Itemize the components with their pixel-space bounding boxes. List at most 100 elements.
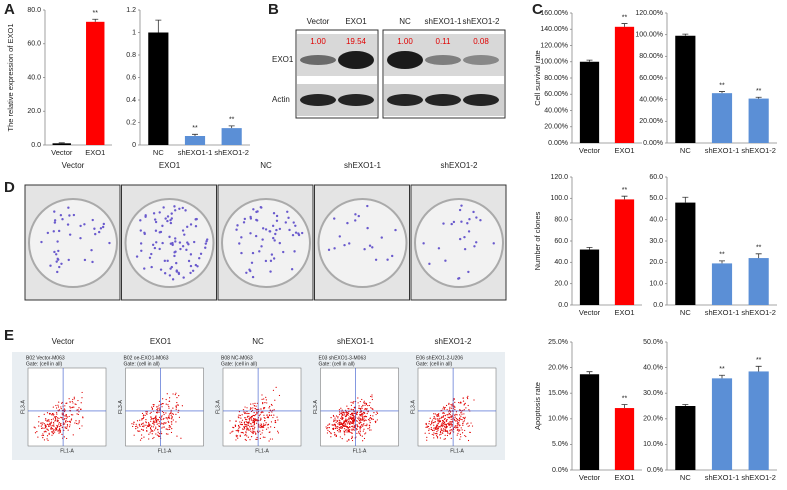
flow-event — [158, 411, 160, 413]
flow-event — [450, 416, 453, 418]
flow-event — [338, 419, 340, 421]
significance: ** — [719, 82, 725, 89]
blot-band — [425, 94, 461, 106]
colony — [186, 225, 189, 229]
flow-event — [342, 424, 344, 427]
colony — [466, 222, 469, 225]
flow-event — [262, 402, 264, 405]
flow-plot — [27, 367, 107, 447]
flow-event — [51, 431, 53, 433]
flow-event — [69, 420, 71, 423]
flow-event — [38, 425, 40, 427]
flow-label: EXO1 — [150, 337, 172, 346]
flow-event — [371, 398, 373, 401]
colony — [153, 246, 157, 250]
flow-event — [235, 436, 238, 438]
flow-event — [340, 423, 342, 425]
error-bar — [586, 371, 593, 375]
flow-event — [232, 430, 234, 432]
colony — [164, 217, 167, 220]
colony — [206, 238, 209, 241]
flow-event — [461, 419, 463, 421]
colony — [53, 219, 57, 222]
flow-event — [460, 415, 462, 417]
flow-event — [445, 420, 447, 422]
flow-event — [269, 431, 271, 433]
significance: ** — [719, 252, 725, 259]
flow-event — [368, 429, 371, 431]
flow-event — [346, 419, 348, 421]
flow-event — [141, 434, 143, 436]
flow-event — [449, 433, 452, 435]
flow-event — [356, 413, 358, 416]
flow-event — [461, 429, 463, 431]
flow-event — [50, 419, 53, 421]
flow-event — [269, 409, 271, 411]
flow-event — [369, 422, 371, 424]
flow-event — [34, 432, 37, 434]
flow-event — [238, 425, 240, 427]
flow-event — [349, 423, 351, 425]
flow-event — [46, 435, 49, 437]
flow-label: shEXO1-2 — [435, 337, 472, 346]
y-tick-label: 60.0 — [649, 174, 663, 181]
flow-event — [246, 416, 248, 418]
flow-gate: Gate: (cell in all) — [416, 361, 452, 367]
flow-x-label: FL1-A — [450, 448, 464, 454]
flow-event — [369, 420, 371, 422]
flow-event — [330, 436, 332, 438]
flow-event — [267, 417, 269, 419]
flow-event — [364, 424, 366, 427]
flow-event — [64, 426, 66, 428]
flow-event — [241, 414, 243, 416]
flow-event — [370, 395, 372, 398]
flow-event — [347, 430, 349, 432]
flow-event — [248, 422, 250, 424]
flow-event — [441, 426, 443, 428]
error-bar — [682, 33, 689, 36]
y-tick-label: 20.0 — [554, 281, 568, 288]
colony — [460, 204, 463, 207]
y-tick-label: 0.2 — [126, 119, 136, 126]
flow-y-label: FL3-A — [118, 400, 124, 414]
flow-gate: Gate: (cell in all) — [124, 361, 160, 367]
flow-event — [437, 427, 439, 429]
flow-event — [249, 439, 251, 441]
colony — [144, 215, 147, 218]
flow-event — [460, 436, 462, 438]
colony — [185, 248, 188, 252]
flow-event — [175, 405, 177, 407]
y-tick-label: 0.8 — [126, 52, 136, 59]
flow-event — [43, 423, 45, 425]
flow-event — [428, 432, 430, 434]
flow-event — [141, 425, 144, 427]
y-tick-label: 0.0 — [558, 302, 568, 309]
colony — [189, 271, 192, 275]
flow-event — [365, 432, 367, 434]
flow-event — [238, 411, 241, 413]
y-tick-label: 10.0% — [548, 416, 568, 423]
colony — [346, 221, 349, 225]
flow-event — [367, 404, 369, 407]
colony — [294, 231, 298, 234]
flow-event — [444, 434, 446, 436]
flow-event — [258, 415, 260, 417]
flow-y-label: FL3-A — [20, 400, 26, 414]
flow-event — [467, 422, 469, 424]
flow-event — [170, 421, 172, 423]
flow-event — [362, 404, 364, 406]
flow-event — [442, 408, 444, 410]
flow-event — [156, 406, 158, 408]
flow-event — [237, 429, 239, 431]
flow-event — [351, 437, 353, 439]
flow-event — [152, 422, 154, 424]
flow-event — [369, 416, 371, 419]
y-tick-label: 140.00% — [540, 26, 568, 33]
flow-event — [361, 407, 363, 410]
flow-event — [332, 428, 334, 430]
flow-event — [447, 423, 449, 425]
x-tick-label: EXO1 — [614, 473, 634, 482]
flow-event — [360, 422, 362, 424]
flow-event — [437, 420, 439, 422]
panel-letter: B — [268, 1, 279, 18]
